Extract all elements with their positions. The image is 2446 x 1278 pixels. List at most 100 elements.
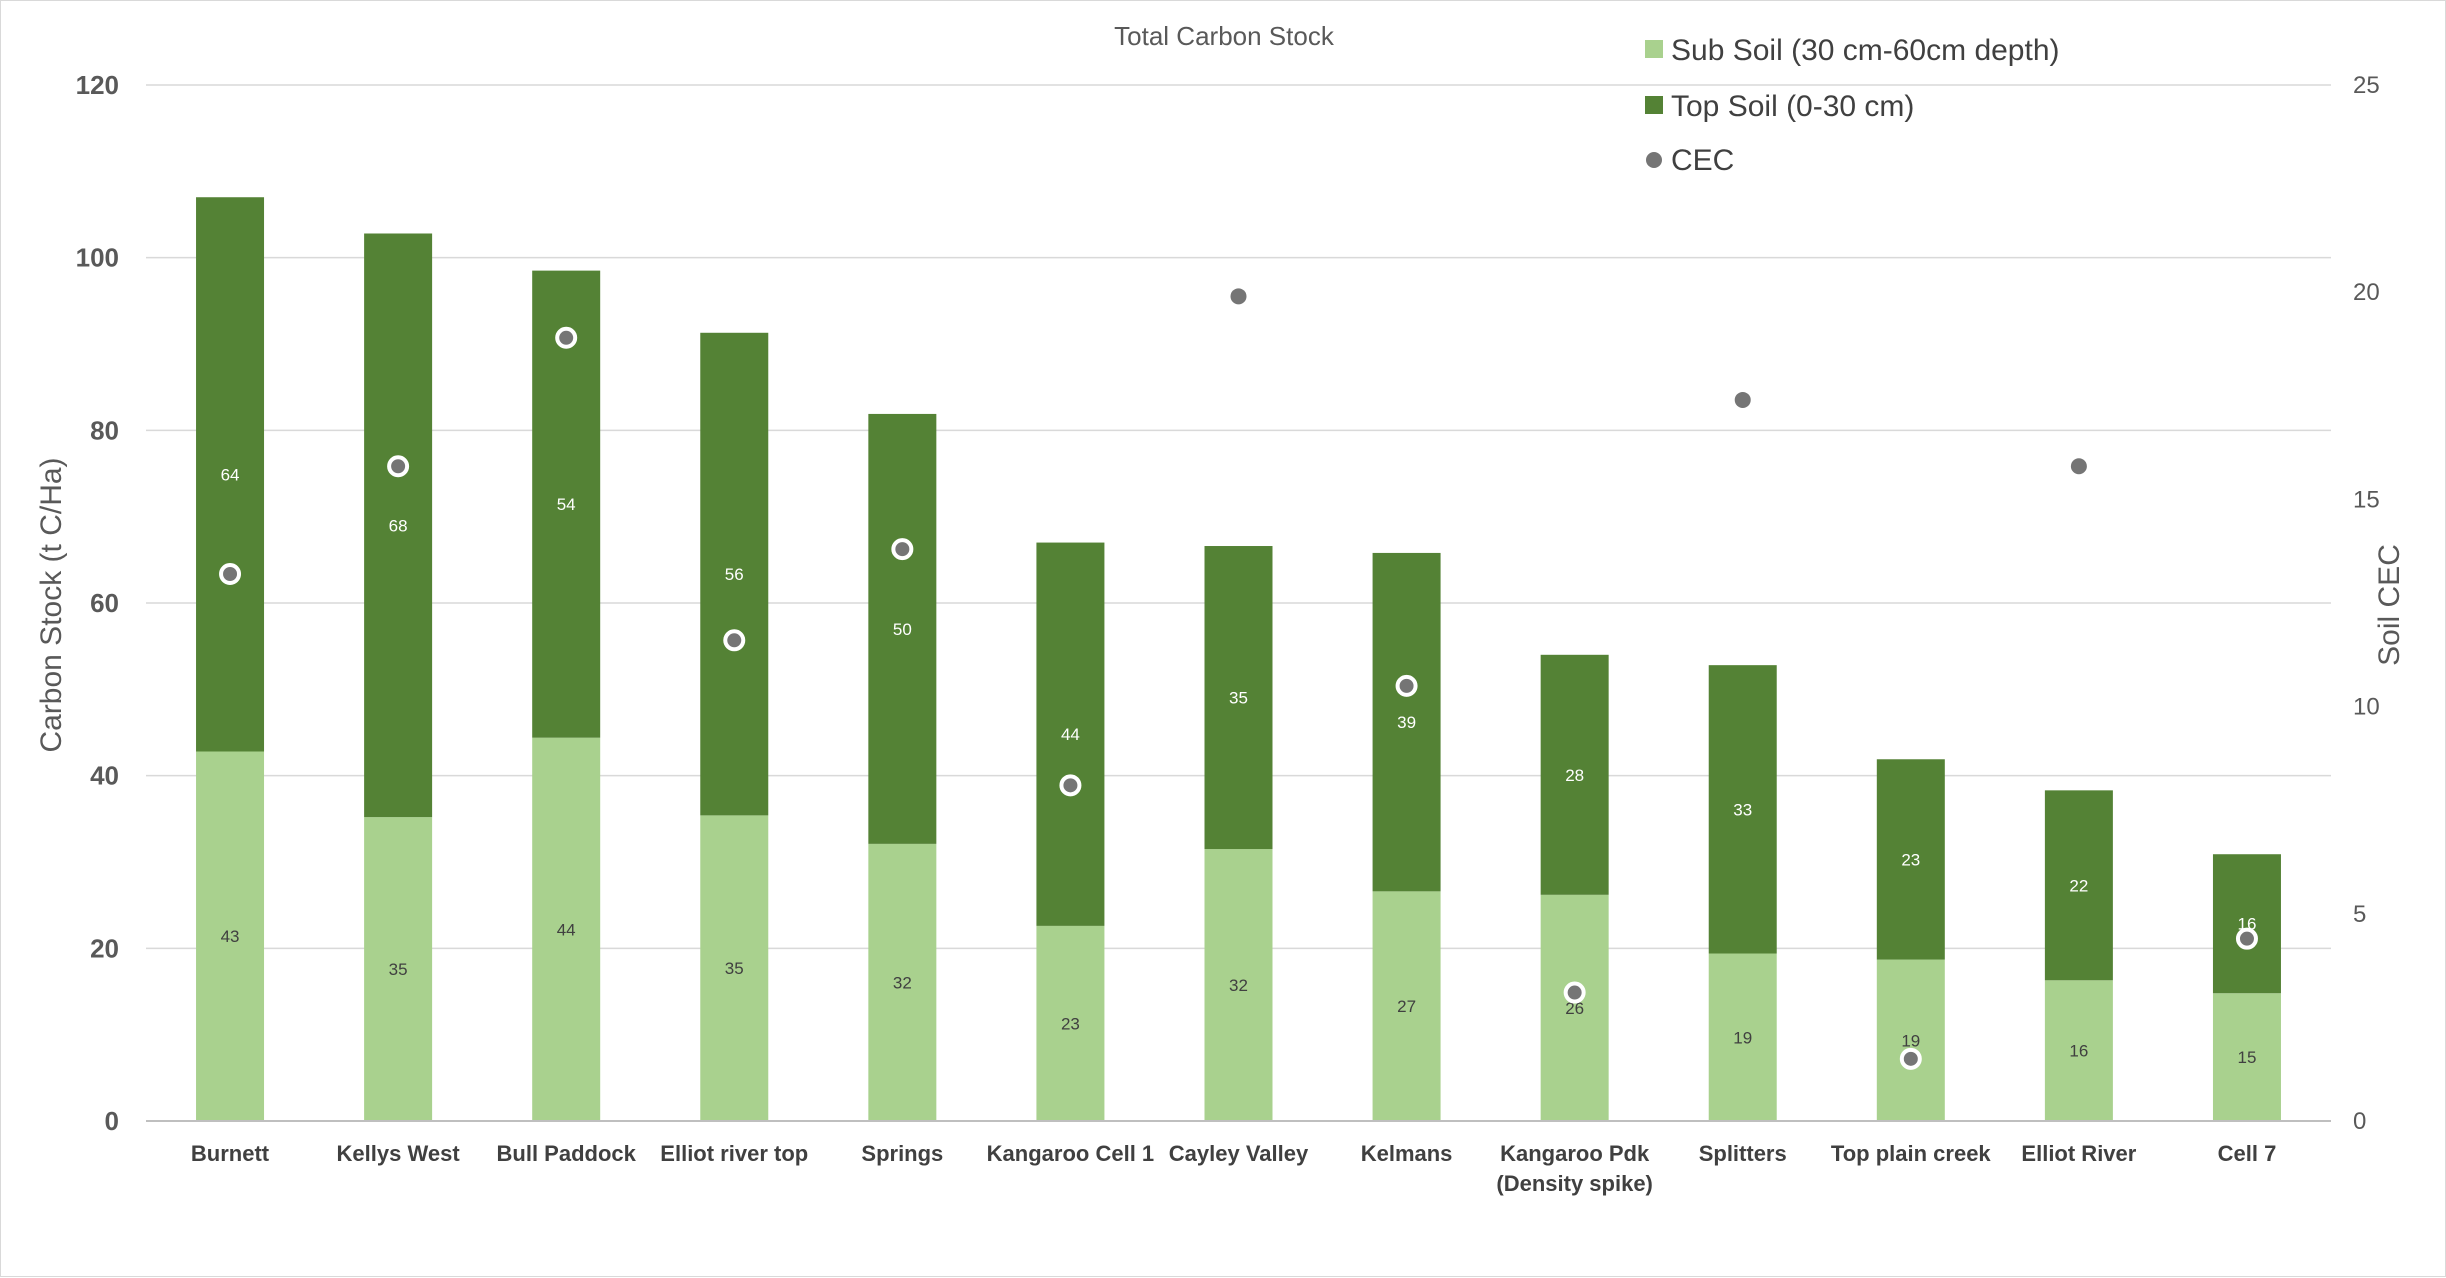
x-tick-label-line: (Density spike): [1496, 1171, 1653, 1196]
x-tick-label: Top plain creek: [1831, 1141, 1992, 1166]
data-label-topsoil: 44: [1061, 725, 1080, 744]
cec-point: [1230, 288, 1247, 305]
y2-tick-label: 10: [2353, 694, 2380, 721]
bar-subsoil: [2212, 993, 2281, 1121]
bar-subsoil: [1876, 959, 1945, 1121]
data-label-topsoil: 33: [1733, 800, 1752, 819]
bar-subsoil: [1036, 925, 1105, 1121]
data-label-topsoil: 39: [1397, 713, 1416, 732]
data-label-subsoil: 19: [1733, 1028, 1752, 1047]
cec-point: [1563, 981, 1586, 1004]
x-tick-label-line: Kellys West: [337, 1141, 461, 1166]
cec-point: [723, 629, 746, 652]
bar-subsoil: [1372, 891, 1441, 1121]
bar-topsoil: [364, 233, 433, 818]
data-label-subsoil: 27: [1397, 997, 1416, 1016]
bar-subsoil: [364, 817, 433, 1121]
x-tick-label: Elliot River: [2021, 1141, 2136, 1166]
cec-point: [1734, 391, 1751, 408]
x-tick-label-line: Elliot river top: [660, 1141, 808, 1166]
bar-subsoil: [868, 843, 937, 1121]
y2-tick-label: 15: [2353, 486, 2380, 513]
bar-topsoil: [1036, 542, 1105, 926]
bar-topsoil: [1372, 552, 1441, 892]
data-label-topsoil: 56: [725, 565, 744, 584]
x-tick-label-line: Kelmans: [1361, 1141, 1453, 1166]
y-tick-label: 120: [76, 70, 119, 100]
x-tick-label: Cayley Valley: [1169, 1141, 1309, 1166]
legend-label-subsoil: Sub Soil (30 cm-60cm depth): [1671, 34, 2060, 67]
data-label-subsoil: 32: [893, 973, 912, 992]
data-label-topsoil: 28: [1565, 766, 1584, 785]
data-label-topsoil: 35: [1229, 689, 1248, 708]
legend: Sub Soil (30 cm-60cm depth) Top Soil (0-…: [1645, 34, 2060, 177]
y-tick-label: 0: [105, 1106, 119, 1136]
bar-topsoil: [2044, 790, 2113, 981]
cec-point: [1395, 674, 1418, 697]
cec-point: [2235, 927, 2258, 950]
data-label-subsoil: 35: [725, 959, 744, 978]
cec-point: [2070, 458, 2087, 475]
bar-subsoil: [196, 751, 265, 1121]
data-label-subsoil: 26: [1565, 999, 1584, 1018]
x-tick-label-line: Elliot River: [2021, 1141, 2136, 1166]
bar-subsoil: [700, 815, 769, 1121]
x-tick-label: Cell 7: [2218, 1141, 2277, 1166]
x-tick-label-line: Splitters: [1699, 1141, 1787, 1166]
data-label-topsoil: 23: [1901, 850, 1920, 869]
y-tick-label: 100: [76, 243, 119, 273]
bar-subsoil: [2044, 980, 2113, 1121]
y-tick-label: 40: [90, 761, 119, 791]
legend-label-cec: CEC: [1671, 144, 1734, 177]
cec-point: [1059, 774, 1082, 797]
x-tick-label-line: Bull Paddock: [497, 1141, 637, 1166]
x-tick-label: Splitters: [1699, 1141, 1787, 1166]
x-tick-label-line: Kangaroo Cell 1: [987, 1141, 1154, 1166]
bar-topsoil: [196, 197, 265, 752]
bar-topsoil: [1876, 759, 1945, 960]
y-tick-label: 60: [90, 588, 119, 618]
data-label-topsoil: 22: [2069, 876, 2088, 895]
y-tick-label: 80: [90, 415, 119, 445]
y-axis-title: Carbon Stock (t C/Ha): [35, 457, 68, 752]
bar-topsoil: [1708, 665, 1777, 954]
data-label-subsoil: 15: [2238, 1048, 2257, 1067]
bar-topsoil: [1540, 654, 1609, 895]
x-tick-label: Bull Paddock: [497, 1141, 637, 1166]
bar-subsoil: [532, 737, 601, 1121]
y2-tick-label: 5: [2353, 901, 2366, 928]
legend-marker-cec: [1646, 152, 1662, 168]
data-label-topsoil: 64: [221, 465, 240, 484]
cec-point: [1899, 1047, 1922, 1070]
data-label-topsoil: 68: [389, 516, 408, 535]
y2-tick-label: 20: [2353, 279, 2380, 306]
y2-tick-label: 0: [2353, 1108, 2366, 1135]
chart-title: Total Carbon Stock: [1114, 21, 1335, 51]
x-tick-label: Kangaroo Cell 1: [987, 1141, 1154, 1166]
x-tick-label: Kelmans: [1361, 1141, 1453, 1166]
x-tick-label-line: Springs: [861, 1141, 943, 1166]
data-label-subsoil: 23: [1061, 1014, 1080, 1033]
data-label-topsoil: 50: [893, 620, 912, 639]
legend-swatch-subsoil: [1645, 40, 1663, 58]
bar-subsoil: [1708, 953, 1777, 1121]
y2-tick-label: 25: [2353, 72, 2380, 99]
bar-topsoil: [700, 332, 769, 816]
x-tick-label: Burnett: [191, 1141, 270, 1166]
x-tick-label-line: Burnett: [191, 1141, 270, 1166]
y2-axis-title: Soil CEC: [2373, 544, 2406, 666]
bar-subsoil: [1540, 894, 1609, 1121]
data-label-subsoil: 16: [2069, 1042, 2088, 1061]
bars: [196, 197, 2281, 1121]
data-label-subsoil: 19: [1901, 1031, 1920, 1050]
legend-swatch-topsoil: [1645, 96, 1663, 114]
cec-point: [387, 455, 410, 478]
x-tick-label: Springs: [861, 1141, 943, 1166]
data-labels: 43 64 35 68 44 54 35 56 32 50 23 44 32 35 27 39 26 28 19 33…: [221, 465, 2257, 1067]
bar-topsoil: [2212, 854, 2281, 994]
data-label-subsoil: 32: [1229, 976, 1248, 995]
x-tick-label-line: Cell 7: [2218, 1141, 2277, 1166]
data-label-topsoil: 54: [557, 495, 576, 514]
x-tick-label-line: Kangaroo Pdk: [1500, 1141, 1650, 1166]
